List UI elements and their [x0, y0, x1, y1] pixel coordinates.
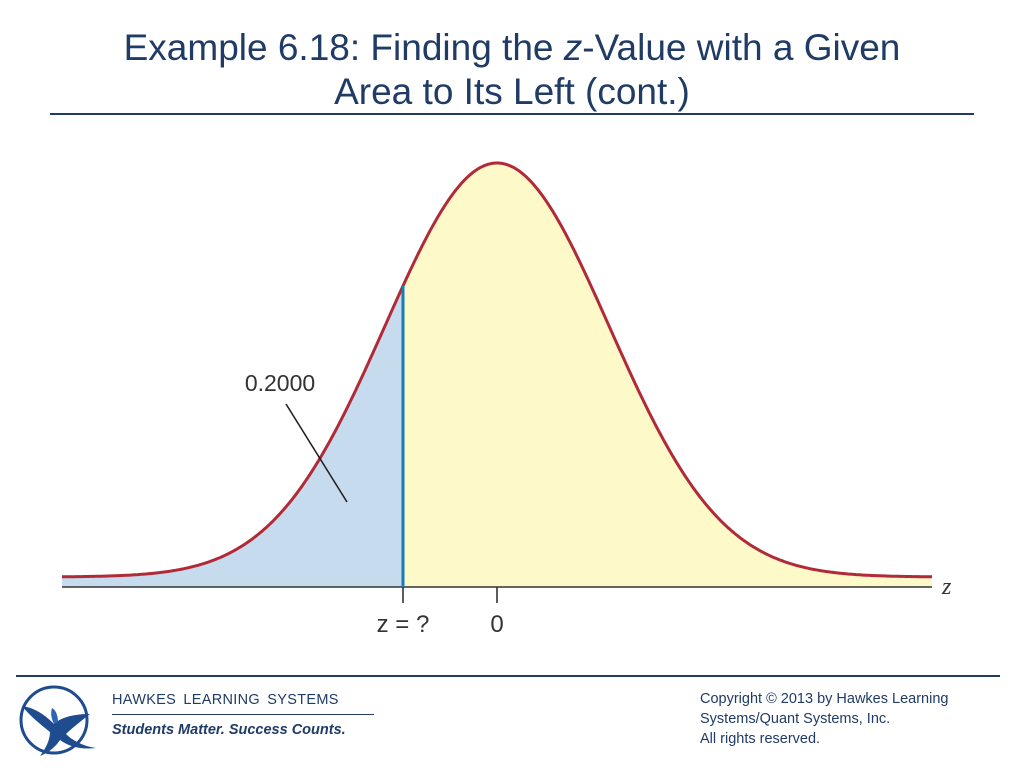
eagle-icon — [19, 685, 96, 756]
title-text-1: Example 6.18: Finding the — [123, 27, 564, 68]
normal-curve — [62, 161, 932, 579]
normal-curve-figure: z z = ? 0 0.2000 — [62, 161, 952, 638]
copyright-line-3: All rights reserved. — [700, 731, 821, 747]
right-area — [403, 163, 932, 587]
area-leader-line — [285, 403, 348, 503]
slide-title: Example 6.18: Finding the z-Value with a… — [40, 26, 984, 114]
footer-divider — [16, 675, 1000, 677]
brand-underline — [112, 714, 374, 715]
z-axis-label: z — [941, 574, 952, 600]
area-label: 0.2000 — [245, 370, 315, 396]
title-text-2: -Value with a Given — [582, 27, 901, 68]
copyright-line-1: Copyright © 2013 by Hawkes Learning — [700, 691, 949, 707]
title-divider — [50, 113, 974, 115]
brand-tagline: Students Matter. Success Counts. — [112, 722, 346, 738]
left-tail-area — [62, 285, 403, 587]
cutoff-label: z = ? — [377, 611, 430, 638]
title-italic-z: z — [563, 27, 583, 68]
copyright-line-2: Systems/Quant Systems, Inc. — [700, 711, 891, 727]
brand-name: HAWKES LEARNING SYSTEMS — [112, 692, 339, 708]
title-text-line2: Area to Its Left (cont.) — [334, 71, 690, 112]
copyright-notice: Copyright © 2013 by Hawkes Learning Syst… — [700, 689, 1010, 749]
mean-label: 0 — [490, 611, 503, 638]
